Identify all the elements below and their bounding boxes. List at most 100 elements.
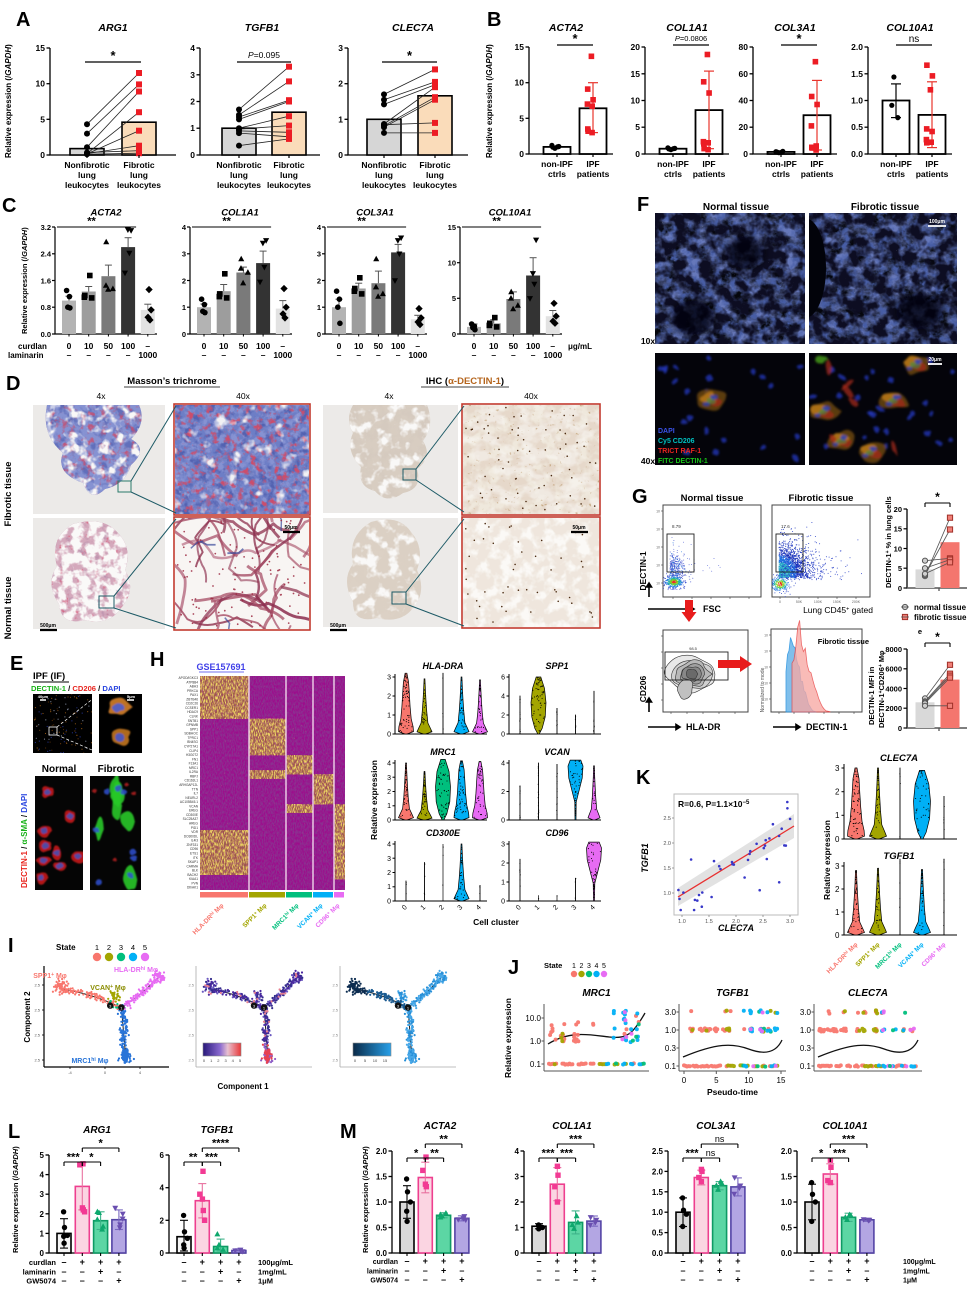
svg-text:Nonfibrotic: Nonfibrotic	[361, 160, 407, 170]
svg-text:E: E	[10, 653, 23, 675]
svg-text:–: –	[536, 1256, 541, 1266]
svg-text:IPF: IPF	[702, 159, 715, 169]
svg-text:1.5: 1.5	[652, 1188, 664, 1197]
svg-text:10.0: 10.0	[525, 1014, 541, 1023]
svg-text:lung: lung	[130, 170, 148, 180]
svg-text:laminarin: laminarin	[23, 1267, 57, 1276]
svg-text:CD96+ Mφ: CD96+ Mφ	[920, 941, 948, 969]
svg-text:+: +	[236, 1257, 241, 1267]
svg-text:3: 3	[515, 1173, 520, 1182]
svg-text:60: 60	[739, 69, 749, 79]
svg-text:0: 0	[190, 150, 195, 160]
svg-text:lung: lung	[230, 170, 248, 180]
svg-text:4: 4	[515, 1147, 520, 1156]
svg-text:–: –	[573, 1275, 578, 1285]
svg-text:0: 0	[203, 1058, 206, 1063]
svg-text:–: –	[98, 1276, 103, 1286]
svg-text:Component 2: Component 2	[23, 991, 32, 1043]
svg-text:TTN: TTN	[192, 787, 199, 791]
svg-text:+: +	[573, 1256, 578, 1266]
svg-text:M: M	[340, 1121, 357, 1143]
svg-text:–: –	[236, 1266, 241, 1276]
svg-text:–: –	[356, 350, 361, 360]
svg-text:10: 10	[656, 528, 660, 532]
svg-text:VCAN: VCAN	[544, 747, 570, 757]
svg-text:Fibrotic: Fibrotic	[123, 160, 154, 170]
svg-text:10: 10	[764, 634, 768, 638]
svg-text:1.0: 1.0	[851, 96, 863, 106]
svg-text:–: –	[200, 1276, 205, 1286]
svg-text:TPRC1: TPRC1	[188, 736, 199, 740]
svg-text:2.5: 2.5	[332, 1058, 338, 1063]
svg-text:**: **	[222, 216, 231, 228]
svg-text:0: 0	[387, 818, 391, 825]
svg-text:4: 4	[595, 963, 599, 970]
svg-text:–: –	[376, 350, 381, 360]
svg-text:IHC (α-DECTIN-1): IHC (α-DECTIN-1)	[426, 376, 504, 387]
svg-text:+: +	[699, 1256, 704, 1266]
svg-text:CD2C26: CD2C26	[186, 702, 198, 706]
svg-text:–: –	[735, 1265, 740, 1275]
svg-text:–: –	[261, 350, 266, 360]
svg-text:3: 3	[109, 1003, 112, 1008]
svg-text:3: 3	[40, 1190, 45, 1199]
svg-text:1.5: 1.5	[851, 69, 863, 79]
svg-text:4: 4	[387, 842, 391, 849]
svg-text:98.5: 98.5	[689, 646, 698, 651]
svg-text:100: 100	[391, 341, 405, 351]
svg-text:***: ***	[542, 1148, 556, 1160]
svg-text:10: 10	[656, 510, 660, 514]
svg-text:1.0: 1.0	[800, 1026, 812, 1035]
svg-text:–: –	[536, 1265, 541, 1275]
svg-text:+: +	[864, 1256, 869, 1266]
svg-text:2: 2	[835, 788, 840, 797]
svg-text:SPP1: SPP1	[545, 661, 568, 671]
svg-text:***: ***	[833, 1148, 847, 1160]
svg-text:non-IPF: non-IPF	[541, 159, 573, 169]
svg-text:4: 4	[131, 943, 135, 952]
svg-text:leukocytes: leukocytes	[267, 180, 311, 190]
svg-text:1: 1	[835, 908, 840, 917]
svg-text:2.5: 2.5	[34, 1058, 40, 1063]
svg-text:1: 1	[407, 1005, 410, 1010]
svg-text:–: –	[181, 1257, 186, 1267]
svg-text:4: 4	[160, 1184, 165, 1193]
svg-text:Fibrotic: Fibrotic	[98, 764, 135, 775]
svg-text:Normal tissue: Normal tissue	[703, 202, 770, 213]
svg-text:1: 1	[317, 303, 321, 312]
svg-text:10: 10	[764, 682, 768, 686]
svg-text:1.0: 1.0	[663, 891, 671, 897]
svg-text:BN4SG: BN4SG	[187, 740, 198, 744]
svg-text:Nonfibrotic: Nonfibrotic	[64, 160, 110, 170]
svg-text:COL3A1: COL3A1	[696, 1121, 736, 1132]
svg-text:PID1: PID1	[191, 826, 198, 830]
svg-text:2.0: 2.0	[652, 1167, 664, 1176]
svg-text:0: 0	[779, 600, 781, 604]
svg-text:50: 50	[374, 341, 384, 351]
svg-text:–: –	[717, 1275, 722, 1285]
svg-text:COL10A1: COL10A1	[886, 22, 933, 34]
svg-text:B: B	[487, 9, 501, 31]
svg-text:+: +	[98, 1257, 103, 1267]
svg-text:–: –	[218, 1276, 223, 1286]
svg-text:1: 1	[835, 811, 840, 820]
svg-text:+: +	[441, 1265, 446, 1275]
svg-text:ctrls: ctrls	[887, 169, 905, 179]
svg-text:40: 40	[739, 96, 749, 106]
svg-text:***: ***	[67, 1152, 81, 1164]
svg-text:VDR: VDR	[191, 830, 198, 834]
svg-text:CLNK: CLNK	[189, 715, 198, 719]
svg-text:SLC25A37: SLC25A37	[183, 817, 199, 821]
svg-text:1: 1	[515, 1224, 520, 1233]
svg-text:CD96: CD96	[190, 847, 198, 851]
svg-text:*: *	[572, 31, 578, 46]
svg-text:2.5: 2.5	[188, 983, 194, 988]
svg-text:1: 1	[120, 1005, 123, 1010]
svg-text:2: 2	[317, 276, 321, 285]
svg-text:20: 20	[631, 42, 641, 52]
svg-text:10: 10	[764, 666, 768, 670]
svg-text:C: C	[2, 195, 16, 217]
svg-text:10: 10	[894, 544, 902, 553]
svg-text:VCAN: VCAN	[189, 804, 199, 808]
svg-text:5: 5	[602, 963, 606, 970]
